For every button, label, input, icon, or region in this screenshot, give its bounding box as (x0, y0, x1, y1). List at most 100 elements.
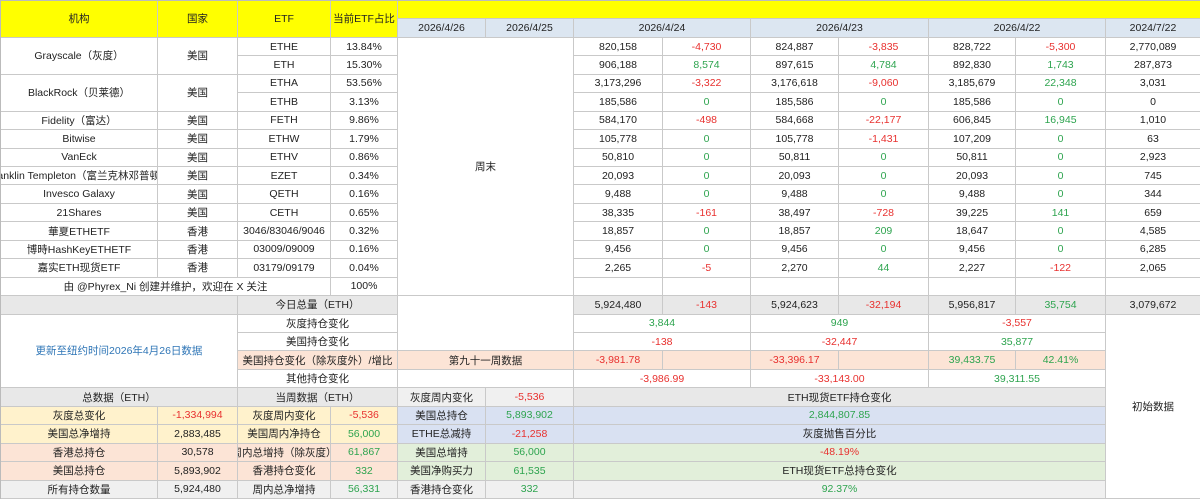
summary-label[interactable]: 所有持仓数量 (1, 480, 158, 499)
holding-change[interactable]: 0 (663, 240, 751, 260)
institution-country[interactable]: 香港 (158, 222, 238, 241)
holding-value[interactable]: 584,170 (574, 111, 663, 131)
holding-change[interactable]: 0 (839, 148, 929, 167)
week-value[interactable]: 56,000 (331, 425, 398, 444)
etf-share[interactable]: 0.04% (331, 259, 398, 278)
institution-country[interactable]: 美国 (158, 185, 238, 204)
etf-share[interactable]: 0.16% (331, 240, 398, 260)
week-value[interactable]: 61,867 (331, 443, 398, 463)
empty-cell[interactable] (1016, 277, 1106, 297)
etf-share[interactable]: 0.32% (331, 222, 398, 241)
holding-change[interactable]: 0 (1016, 222, 1106, 241)
holding-value[interactable]: 2,770,089 (1106, 37, 1200, 57)
week-label-cell[interactable]: 美国周内净持仓 (238, 425, 331, 444)
holding-change[interactable]: 0 (1016, 167, 1106, 186)
weekly-extra-label[interactable]: 美国总持仓 (398, 406, 486, 426)
holding-value[interactable]: 50,811 (929, 148, 1016, 167)
week-label-cell[interactable]: 周内总增持（除灰度） (238, 443, 331, 463)
empty-cell[interactable] (663, 277, 751, 297)
totals-label[interactable]: 今日总量（ETH） (238, 296, 398, 315)
total-change[interactable]: -143 (663, 296, 751, 315)
holding-change[interactable]: -122 (1016, 259, 1106, 278)
holding-change[interactable]: 141 (1016, 203, 1106, 223)
etf-share[interactable]: 0.16% (331, 185, 398, 204)
total-value[interactable]: 5,924,480 (574, 296, 663, 315)
holding-change[interactable]: -3,835 (839, 37, 929, 57)
holding-value[interactable]: 9,456 (929, 240, 1016, 260)
change-value[interactable]: -33,143.00 (751, 369, 929, 389)
holding-change[interactable]: 1,743 (1016, 56, 1106, 75)
institution-name[interactable]: 博時HashKeyETHETF (1, 240, 158, 260)
holding-change[interactable]: -728 (839, 203, 929, 223)
etf-share[interactable]: 53.56% (331, 74, 398, 94)
change-value[interactable]: 3,844 (574, 314, 751, 333)
holding-value[interactable]: 9,488 (929, 185, 1016, 204)
week-value[interactable]: 332 (331, 462, 398, 481)
etf-code[interactable]: 03009/09009 (238, 240, 331, 260)
holding-value[interactable]: 9,456 (751, 240, 839, 260)
etf-code[interactable]: ETHE (238, 37, 331, 57)
holding-value[interactable]: 50,811 (751, 148, 839, 167)
week-value[interactable]: -5,536 (331, 406, 398, 426)
etf-share[interactable]: 0.65% (331, 203, 398, 223)
institution-name[interactable]: 華夏ETHETF (1, 222, 158, 241)
summary-value[interactable]: 5,924,480 (158, 480, 238, 499)
etf-share[interactable]: 0.34% (331, 167, 398, 186)
eth-panel-value[interactable]: 92.37% (574, 480, 1106, 499)
holding-value[interactable]: 39,225 (929, 203, 1016, 223)
holding-value[interactable]: 1,010 (1106, 111, 1200, 131)
holding-change[interactable]: -9,060 (839, 74, 929, 94)
holding-value[interactable]: 38,497 (751, 203, 839, 223)
weekly-extra-value[interactable]: -21,258 (486, 425, 574, 444)
etf-code[interactable]: QETH (238, 185, 331, 204)
holding-change[interactable]: -3,322 (663, 74, 751, 94)
holding-change[interactable]: 4,784 (839, 56, 929, 75)
change-value[interactable] (663, 351, 751, 370)
weekly-extra-label[interactable]: 灰度周内变化 (398, 388, 486, 407)
institution-country[interactable]: 香港 (158, 240, 238, 260)
header-date[interactable]: 2024/7/22 (1106, 19, 1200, 38)
institution-name[interactable]: Franklin Templeton（富兰克林邓普顿） (1, 167, 158, 186)
header-date[interactable]: 2026/4/22 (929, 19, 1106, 38)
change-value[interactable]: -3,557 (929, 314, 1106, 333)
header-etf[interactable]: ETF (238, 1, 331, 38)
etf-share[interactable]: 13.84% (331, 37, 398, 57)
empty-cell[interactable] (751, 277, 839, 297)
holding-value[interactable]: 105,778 (574, 130, 663, 149)
holding-value[interactable]: 107,209 (929, 130, 1016, 149)
institution-country[interactable]: 美国 (158, 203, 238, 223)
holding-value[interactable]: 3,173,296 (574, 74, 663, 94)
holding-value[interactable]: 820,158 (574, 37, 663, 57)
holding-value[interactable]: 3,031 (1106, 74, 1200, 94)
holding-value[interactable]: 9,456 (574, 240, 663, 260)
holding-change[interactable]: 8,574 (663, 56, 751, 75)
change-value[interactable]: 42.41% (1016, 351, 1106, 370)
holding-change[interactable]: 0 (1016, 93, 1106, 112)
change-value[interactable]: -33,396.17 (751, 351, 839, 370)
credit-text[interactable]: 由 @Phyrex_Ni 创建并维护，欢迎在 X 关注 (1, 277, 331, 297)
header-band[interactable] (398, 1, 1200, 20)
holding-value[interactable]: 659 (1106, 203, 1200, 223)
change-label-other[interactable]: 其他持仓变化 (238, 369, 398, 389)
institution-country[interactable]: 美国 (158, 111, 238, 131)
holding-change[interactable]: -1,431 (839, 130, 929, 149)
institution-name[interactable]: 嘉实ETH现货ETF (1, 259, 158, 278)
summary-value[interactable]: 5,893,902 (158, 462, 238, 481)
weekly-extra-value[interactable]: 332 (486, 480, 574, 499)
weekly-extra-value[interactable]: -5,536 (486, 388, 574, 407)
holding-value[interactable]: 287,873 (1106, 56, 1200, 75)
change-value[interactable]: -138 (574, 333, 751, 352)
summary-value[interactable]: 2,883,485 (158, 425, 238, 444)
holding-change[interactable]: 0 (663, 185, 751, 204)
holding-value[interactable]: 50,810 (574, 148, 663, 167)
summary-label[interactable]: 美国总净增持 (1, 425, 158, 444)
etf-code[interactable]: CETH (238, 203, 331, 223)
holding-value[interactable]: 824,887 (751, 37, 839, 57)
holding-change[interactable]: -161 (663, 203, 751, 223)
total-value[interactable]: 3,079,672 (1106, 296, 1200, 315)
holding-value[interactable]: 18,857 (574, 222, 663, 241)
week-label-cell[interactable]: 灰度周内变化 (238, 406, 331, 426)
holding-value[interactable]: 20,093 (574, 167, 663, 186)
holding-value[interactable]: 745 (1106, 167, 1200, 186)
holding-change[interactable]: 16,945 (1016, 111, 1106, 131)
